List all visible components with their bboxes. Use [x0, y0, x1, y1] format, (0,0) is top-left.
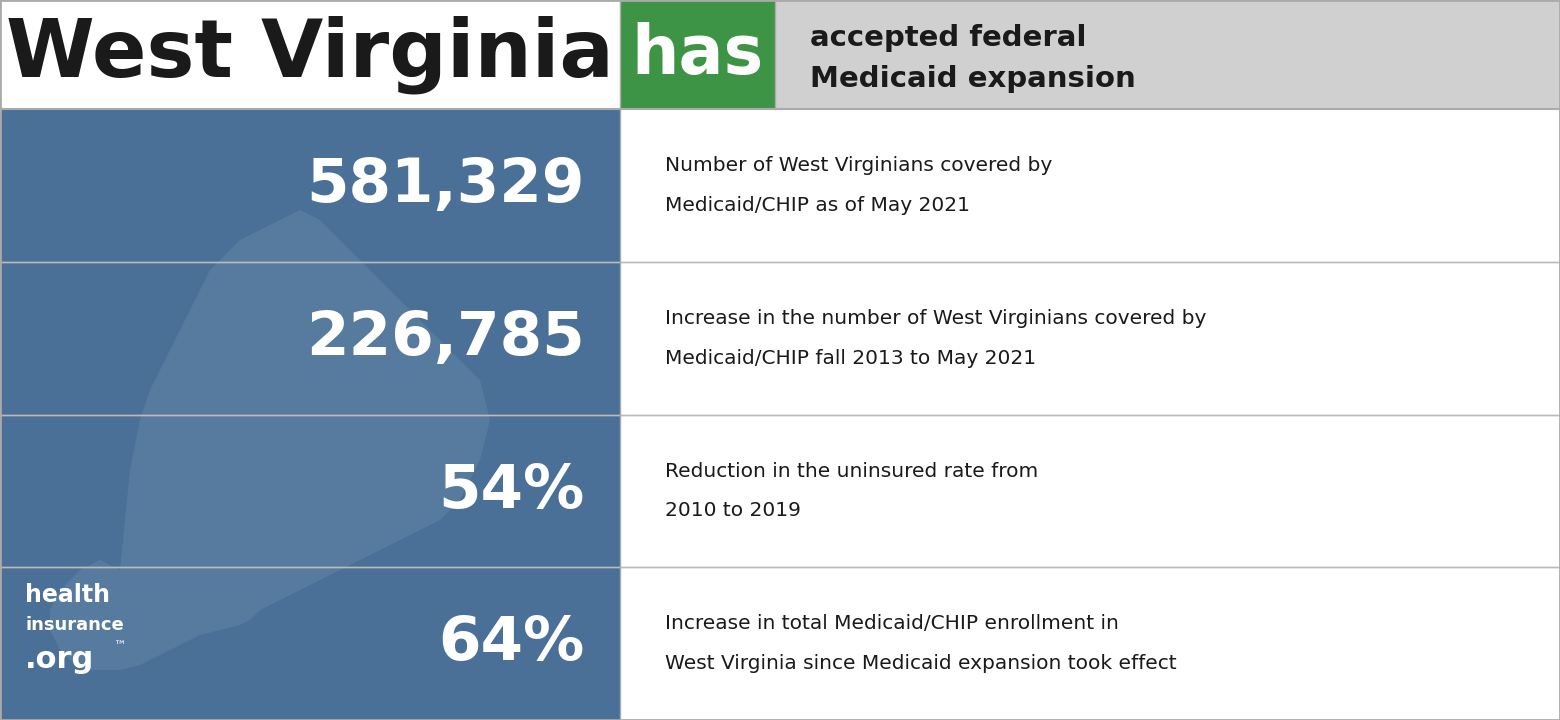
Text: Increase in the number of West Virginians covered by: Increase in the number of West Virginian…: [665, 309, 1206, 328]
Bar: [0, 262, 619, 415]
Text: 64%: 64%: [438, 614, 585, 673]
Bar: [619, 415, 1560, 567]
Text: insurance: insurance: [25, 616, 123, 634]
Text: 54%: 54%: [438, 462, 585, 521]
Bar: [0, 415, 619, 567]
Text: West Virginia since Medicaid expansion took effect: West Virginia since Medicaid expansion t…: [665, 654, 1176, 673]
Text: ™: ™: [112, 640, 125, 653]
Text: Number of West Virginians covered by: Number of West Virginians covered by: [665, 156, 1053, 176]
Text: Medicaid/CHIP as of May 2021: Medicaid/CHIP as of May 2021: [665, 196, 970, 215]
Text: 226,785: 226,785: [306, 309, 585, 368]
Text: Medicaid expansion: Medicaid expansion: [810, 65, 1136, 93]
Bar: [775, 0, 1560, 109]
Text: Increase in total Medicaid/CHIP enrollment in: Increase in total Medicaid/CHIP enrollme…: [665, 614, 1119, 634]
Text: Reduction in the uninsured rate from: Reduction in the uninsured rate from: [665, 462, 1039, 481]
Bar: [0, 109, 619, 262]
Text: 2010 to 2019: 2010 to 2019: [665, 501, 800, 521]
Polygon shape: [50, 210, 490, 670]
Bar: [0, 567, 619, 720]
Bar: [619, 567, 1560, 720]
Bar: [0, 0, 775, 109]
Text: 581,329: 581,329: [307, 156, 585, 215]
Text: West Virginia: West Virginia: [6, 15, 615, 94]
Bar: [619, 0, 775, 109]
Bar: [619, 262, 1560, 415]
Text: accepted federal: accepted federal: [810, 24, 1086, 53]
Text: .org: .org: [25, 645, 94, 675]
Text: Medicaid/CHIP fall 2013 to May 2021: Medicaid/CHIP fall 2013 to May 2021: [665, 348, 1036, 368]
Bar: [619, 109, 1560, 262]
Text: has: has: [632, 22, 763, 88]
Text: health: health: [25, 582, 111, 607]
